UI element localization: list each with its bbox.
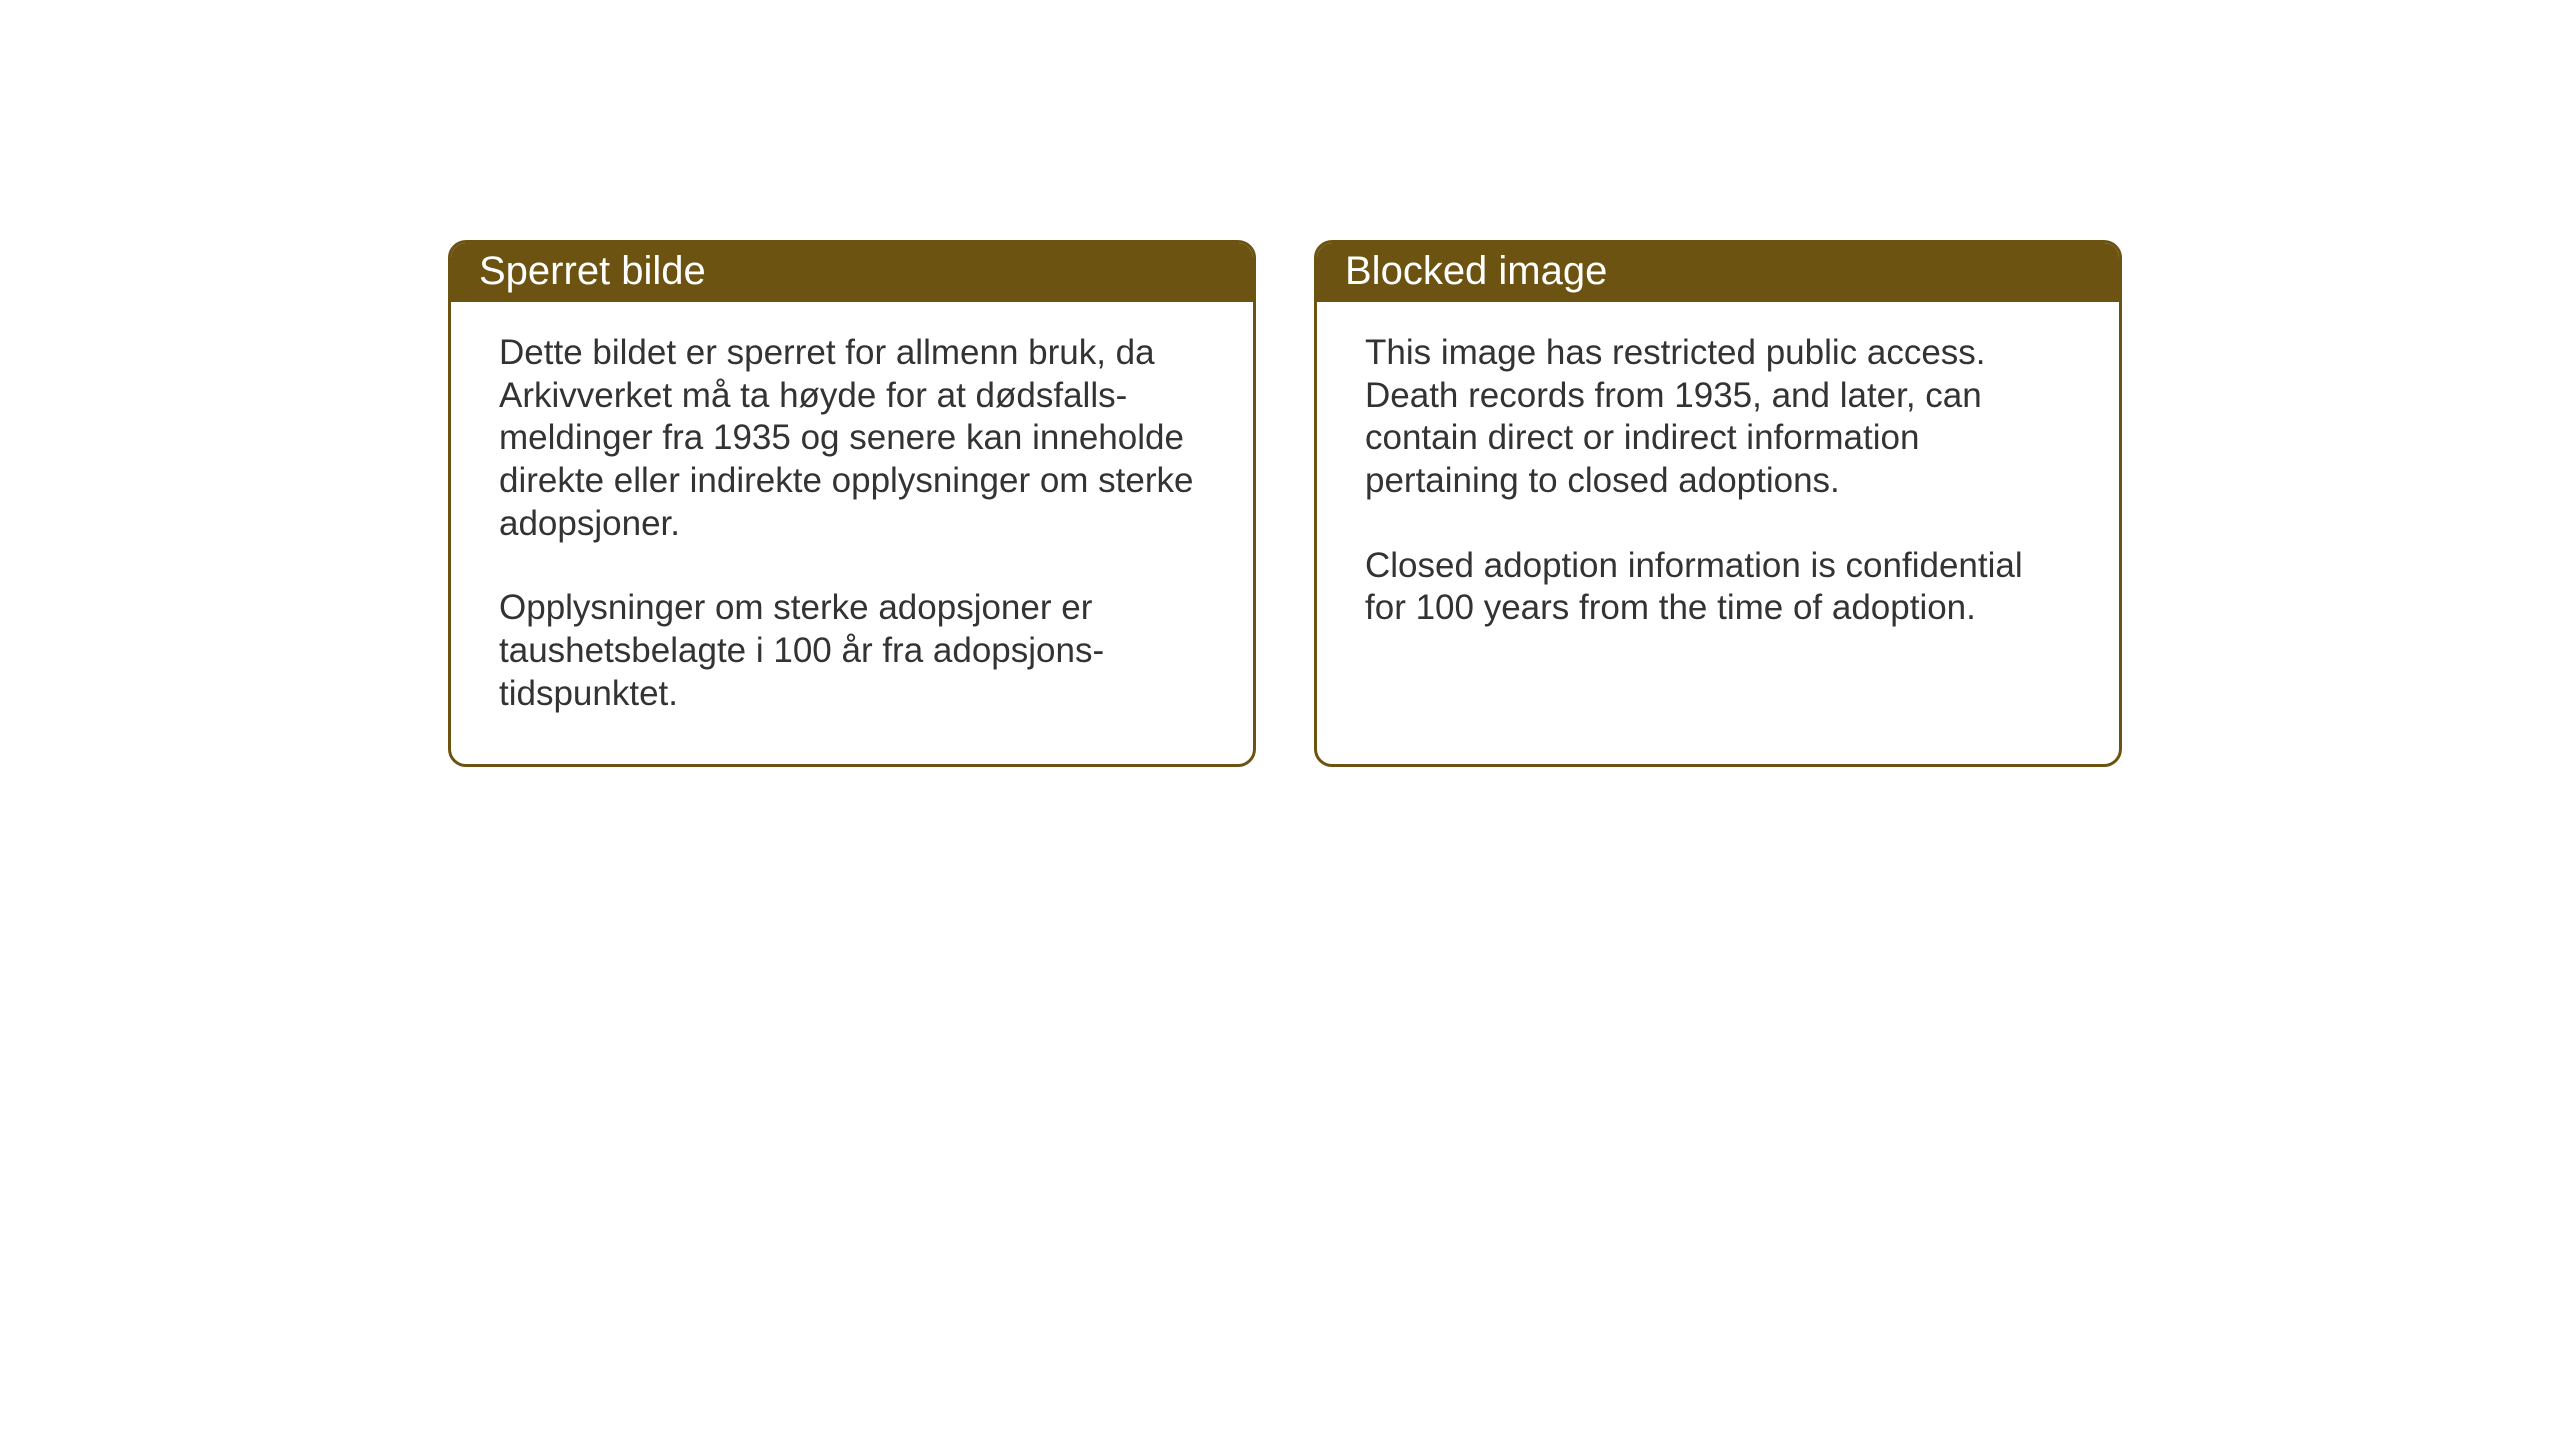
card-paragraph1-norwegian: Dette bildet er sperret for allmenn bruk… xyxy=(499,332,1205,545)
notice-card-norwegian: Sperret bilde Dette bildet er sperret fo… xyxy=(448,240,1256,767)
card-header-norwegian: Sperret bilde xyxy=(451,243,1253,302)
card-paragraph2-norwegian: Opplysninger om sterke adopsjoner er tau… xyxy=(499,587,1205,715)
notice-container: Sperret bilde Dette bildet er sperret fo… xyxy=(448,240,2122,767)
card-body-english: This image has restricted public access.… xyxy=(1317,302,2119,678)
notice-card-english: Blocked image This image has restricted … xyxy=(1314,240,2122,767)
card-paragraph1-english: This image has restricted public access.… xyxy=(1365,332,2071,503)
card-title-norwegian: Sperret bilde xyxy=(479,249,706,293)
card-header-english: Blocked image xyxy=(1317,243,2119,302)
card-body-norwegian: Dette bildet er sperret for allmenn bruk… xyxy=(451,302,1253,764)
card-title-english: Blocked image xyxy=(1345,249,1607,293)
card-paragraph2-english: Closed adoption information is confident… xyxy=(1365,545,2071,630)
